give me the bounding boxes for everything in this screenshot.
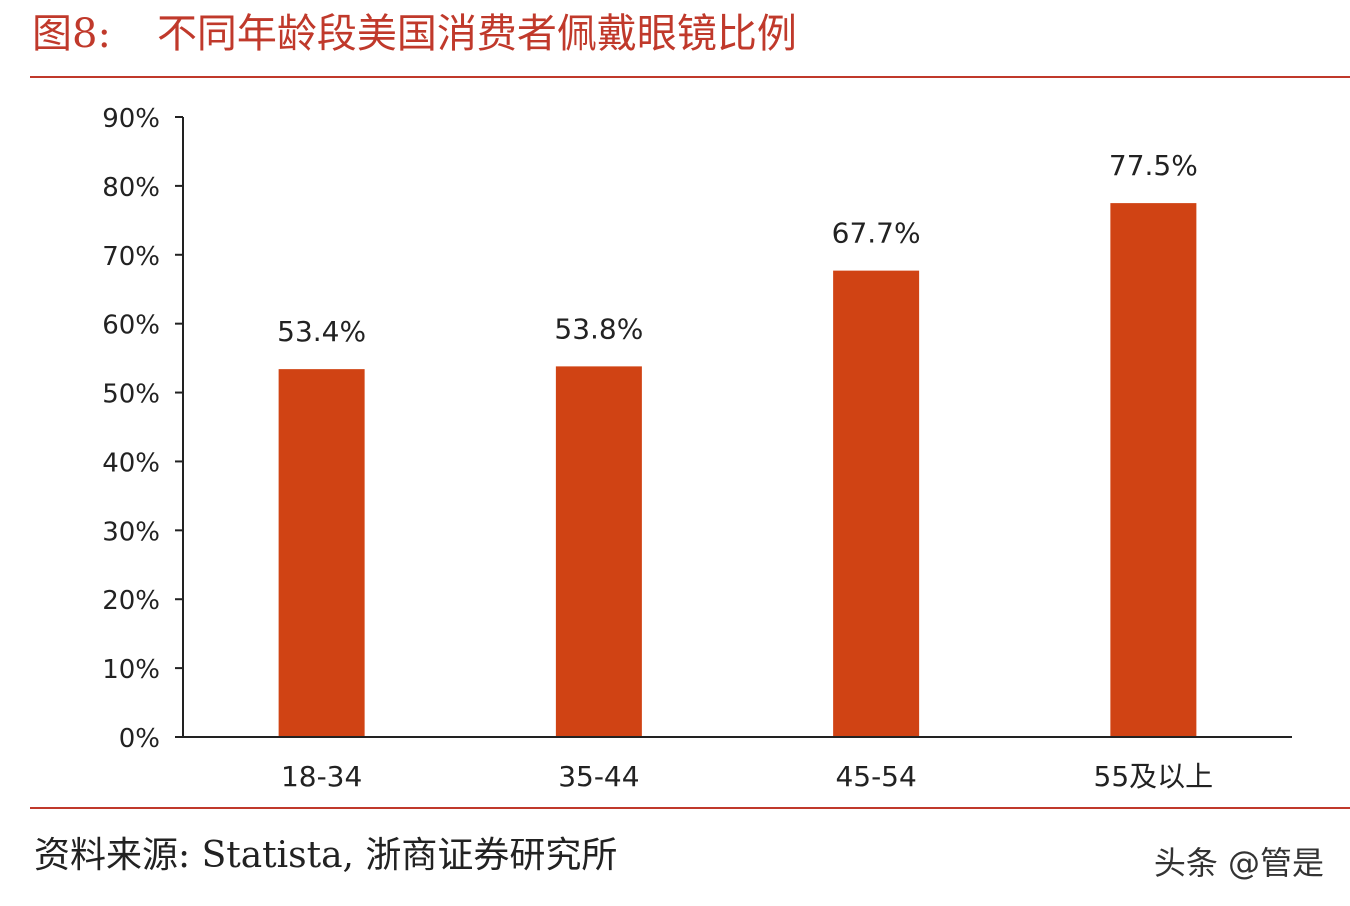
data-label: 77.5% (1109, 149, 1198, 182)
bar (278, 369, 365, 737)
bar (1110, 203, 1197, 738)
y-tick-label: 80% (102, 173, 160, 203)
x-axis: 18-34 35-44 45-54 55及以上 (183, 736, 1292, 793)
bar (555, 366, 642, 737)
figure-title-text: 不同年龄段美国消费者佩戴眼镜比例 (156, 11, 797, 57)
y-axis: 0% 10% 20% 30% 40% 50% 60% 70% 80% 90% (102, 104, 184, 754)
y-tick-label: 0% (119, 724, 160, 754)
y-tick-label: 60% (102, 311, 160, 341)
y-tick-label: 40% (102, 448, 160, 478)
watermark: 头条 @管是 (1153, 844, 1324, 882)
data-label: 67.7% (832, 217, 921, 250)
y-tick-label: 90% (102, 104, 160, 134)
figure-title: 图8: 不同年龄段美国消费者佩戴眼镜比例 (32, 6, 797, 62)
x-tick-label: 45-54 (835, 760, 916, 793)
y-tick-label: 70% (102, 242, 160, 272)
bar (833, 270, 920, 737)
top-divider (30, 76, 1350, 78)
y-tick-label: 20% (102, 586, 160, 616)
data-label: 53.8% (554, 312, 643, 345)
y-tick-label: 50% (102, 380, 160, 410)
x-tick-label: 18-34 (281, 760, 362, 793)
figure-label: 图8: (32, 11, 111, 57)
x-tick-label: 35-44 (558, 760, 639, 793)
data-label: 53.4% (277, 315, 366, 348)
bars: 53.4% 53.8% 67.7% 77.5% (277, 149, 1198, 738)
source-note: 资料来源: Statista, 浙商证券研究所 (34, 835, 618, 876)
x-tick-label: 55及以上 (1094, 760, 1214, 793)
bar-chart: 0% 10% 20% 30% 40% 50% 60% 70% 80% 90% 53.4% 53.8%… (102, 104, 1292, 793)
y-tick-label: 10% (102, 655, 160, 685)
y-tick-label: 30% (102, 517, 160, 547)
bottom-divider (30, 807, 1350, 809)
